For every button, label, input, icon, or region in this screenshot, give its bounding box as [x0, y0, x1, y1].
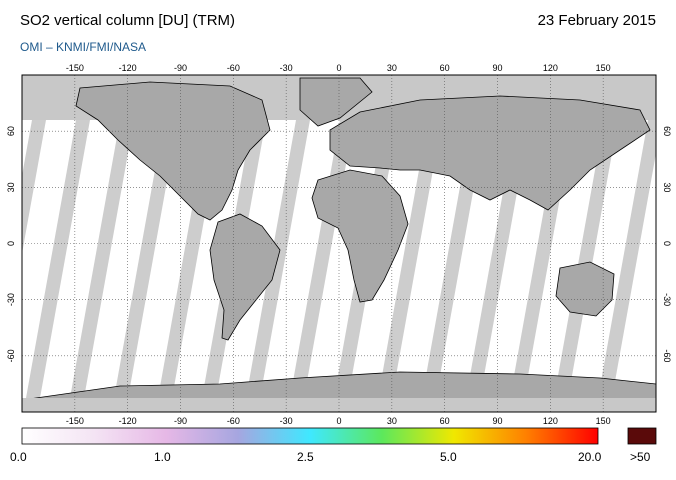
- colorbar-label-1: 1.0: [154, 450, 171, 464]
- swath-gap: [22, 120, 46, 254]
- colorbar-label-0: 0.0: [10, 450, 27, 464]
- lon-tick-label: -90: [174, 63, 187, 73]
- lat-lon-grid: [22, 75, 656, 412]
- lon-tick-label: 150: [596, 416, 611, 426]
- lat-tick-label: -30: [662, 293, 672, 306]
- colorbar-label-2: 2.5: [297, 450, 314, 464]
- map-date: 23 February 2015: [537, 12, 656, 29]
- map-title: SO2 vertical column [DU] (TRM): [20, 12, 236, 29]
- lat-tick-label: 60: [662, 126, 672, 136]
- lat-tick-label: -60: [662, 349, 672, 362]
- north-america: [75, 81, 271, 221]
- lon-tick-label: 0: [336, 63, 341, 73]
- lon-tick-label: 90: [492, 416, 502, 426]
- lat-tick-label: -60: [6, 349, 16, 362]
- swath-gap: [114, 120, 178, 398]
- lon-tick-label: -120: [119, 63, 137, 73]
- lat-tick-label: 0: [6, 241, 16, 246]
- lon-tick-label: 0: [336, 416, 341, 426]
- colorbar-overflow-box: [627, 427, 657, 445]
- lat-tick-label: 30: [662, 182, 672, 192]
- colorbar-overflow-label: >50: [630, 450, 651, 464]
- lat-tick-label: -30: [6, 293, 16, 306]
- lat-tick-label: 30: [6, 182, 16, 192]
- lon-tick-label: 30: [387, 63, 397, 73]
- swath-gap: [26, 120, 90, 398]
- lon-tick-label: -120: [119, 416, 137, 426]
- lon-tick-label: 150: [596, 63, 611, 73]
- swath-gap: [554, 120, 618, 398]
- lon-tick-label: -150: [66, 63, 84, 73]
- south-america: [209, 213, 281, 341]
- map-border: [21, 74, 657, 413]
- eurasia: [329, 95, 651, 211]
- lon-tick-label: 120: [543, 416, 558, 426]
- swath-gap: [598, 120, 656, 398]
- lon-tick-label: -60: [227, 416, 240, 426]
- colorbar: [21, 427, 599, 445]
- greenland: [299, 77, 373, 127]
- lon-tick-label: -30: [280, 416, 293, 426]
- australia: [555, 261, 615, 317]
- lon-ticks-bottom: -150 -120 -90 -60 -30 0 30 60 90 120 150: [66, 416, 611, 426]
- lon-tick-label: 60: [440, 416, 450, 426]
- africa: [311, 169, 409, 303]
- lon-tick-label: 90: [492, 63, 502, 73]
- data-credit: OMI – KNMI/FMI/NASA: [20, 40, 147, 54]
- lat-ticks-right: 60 30 0 -30 -60: [662, 126, 672, 362]
- lon-tick-label: -150: [66, 416, 84, 426]
- colorbar-label-4: 20.0: [578, 450, 602, 464]
- lon-ticks-top: -150 -120 -90 -60 -30 0 30 60 90 120 150: [66, 63, 611, 73]
- swath-gap: [70, 120, 134, 398]
- lat-tick-label: 60: [6, 126, 16, 136]
- lon-tick-label: -60: [227, 63, 240, 73]
- lon-tick-label: -90: [174, 416, 187, 426]
- lon-tick-label: 30: [387, 416, 397, 426]
- lon-tick-label: 60: [440, 63, 450, 73]
- lat-tick-label: 0: [662, 241, 672, 246]
- lat-ticks-left: 60 30 0 -30 -60: [6, 126, 16, 362]
- swath-gap: [378, 120, 442, 398]
- lon-tick-label: 120: [543, 63, 558, 73]
- lon-tick-label: -30: [280, 63, 293, 73]
- colorbar-label-3: 5.0: [440, 450, 457, 464]
